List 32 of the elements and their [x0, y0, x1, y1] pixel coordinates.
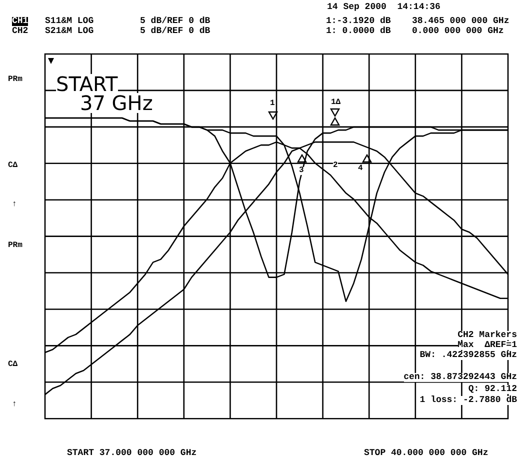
text: 5 dB/REF 0 dB [140, 26, 210, 36]
text: PRm [8, 75, 22, 84]
text: 1 [270, 99, 275, 108]
text: 0.000 000 000 GHz [412, 26, 504, 36]
text: START [56, 72, 118, 96]
annotation: 4 [358, 164, 363, 173]
text: 37 GHz [80, 91, 153, 115]
text: CΔ [8, 161, 18, 170]
text: STOP 40.000 000 000 GHz [364, 448, 488, 458]
text: PRm [8, 241, 22, 250]
annotation: 1 loss: -2.7880 dB [420, 395, 517, 405]
text: 38.465 000 000 GHz [412, 16, 510, 26]
annotation: CH2 Markers [458, 330, 517, 340]
text: 5 dB/REF 0 dB [140, 16, 210, 26]
text: 1Δ [331, 98, 341, 107]
text: S11&M LOG [45, 16, 94, 26]
annotation: BW: .422392855 GHz [420, 350, 517, 360]
text: CH1 [12, 16, 28, 26]
text: 14 Sep 2000 14:14:36 [327, 2, 440, 12]
annotation: Max ΔREF=1 [458, 340, 517, 350]
text: START 37.000 000 000 GHz [67, 448, 197, 458]
text: 1: 0.0000 dB [326, 26, 391, 36]
annotation: cen: 38.873292443 GHz [404, 372, 517, 382]
text: ↑ [12, 200, 17, 209]
text: CΔ [8, 360, 18, 369]
annotation: Q: 92.112 [468, 384, 517, 394]
annotation: 2 [333, 161, 338, 170]
text: 1:-3.1920 dB [326, 16, 391, 26]
text: S21&M LOG [45, 26, 94, 36]
annotation: 3 [299, 166, 304, 175]
text: CH2 [12, 26, 28, 36]
text: ↑ [12, 400, 17, 409]
